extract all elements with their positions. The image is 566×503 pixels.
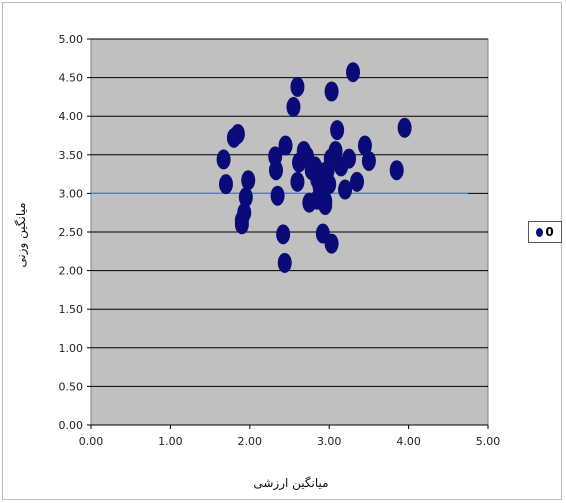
y-tick-label: 4.50	[59, 72, 84, 85]
data-point	[349, 171, 364, 192]
data-point	[230, 123, 245, 144]
legend-marker-icon	[536, 227, 544, 237]
x-tick-label: 3.00	[317, 435, 342, 448]
x-axis-ticks: 0.00 1.00 2.00 3.00 4.00 5.00	[79, 425, 501, 448]
data-point	[269, 160, 284, 181]
y-tick-label: 4.00	[59, 110, 84, 123]
x-tick-label: 4.00	[396, 435, 421, 448]
data-points	[216, 62, 412, 273]
data-point	[278, 135, 293, 156]
data-point	[324, 233, 339, 254]
x-tick-label: 5.00	[476, 435, 501, 448]
scatter-chart: 0.00 0.50 1.00 1.50 2.00 2.50 3.00 3.50 4.00 4.50…	[14, 33, 501, 491]
data-point	[330, 120, 345, 141]
x-tick-label: 2.00	[238, 435, 263, 448]
legend: 0	[528, 221, 562, 243]
data-point	[357, 135, 372, 156]
y-tick-label: 3.00	[59, 187, 84, 200]
data-point	[237, 202, 252, 223]
data-point	[328, 140, 343, 161]
data-point	[338, 179, 353, 200]
y-tick-label: 0.50	[59, 380, 84, 393]
legend-label: 0	[545, 225, 554, 239]
data-point	[324, 81, 339, 102]
x-tick-label: 1.00	[158, 435, 183, 448]
chart-frame: 0.00 0.50 1.00 1.50 2.00 2.50 3.00 3.50 4.00 4.50…	[2, 2, 562, 500]
x-tick-label: 0.00	[79, 435, 104, 448]
data-point	[342, 148, 357, 169]
data-point	[286, 96, 301, 117]
data-point	[318, 194, 333, 215]
y-tick-label: 5.00	[59, 33, 84, 46]
y-tick-label: 2.50	[59, 226, 84, 239]
data-point	[290, 76, 305, 97]
data-point	[276, 224, 291, 245]
y-tick-label: 3.50	[59, 149, 84, 162]
y-tick-label: 2.00	[59, 265, 84, 278]
data-point	[218, 174, 233, 195]
x-axis-title: میانگین ارزشی	[253, 476, 328, 491]
y-tick-label: 0.00	[59, 419, 84, 432]
data-point	[277, 252, 292, 273]
y-axis-title: میانگین وزنی	[14, 202, 29, 267]
y-tick-label: 1.50	[59, 303, 84, 316]
data-point	[270, 185, 285, 206]
data-point	[361, 150, 376, 171]
data-point	[397, 117, 412, 138]
y-tick-label: 1.00	[59, 342, 84, 355]
data-point	[290, 171, 305, 192]
data-point	[216, 149, 231, 170]
data-point	[322, 174, 337, 195]
data-point	[346, 62, 361, 83]
y-axis-ticks: 0.00 0.50 1.00 1.50 2.00 2.50 3.00 3.50 4.00 4.50…	[59, 33, 91, 432]
data-point	[389, 160, 404, 181]
data-point	[241, 170, 256, 191]
data-point	[238, 187, 253, 208]
